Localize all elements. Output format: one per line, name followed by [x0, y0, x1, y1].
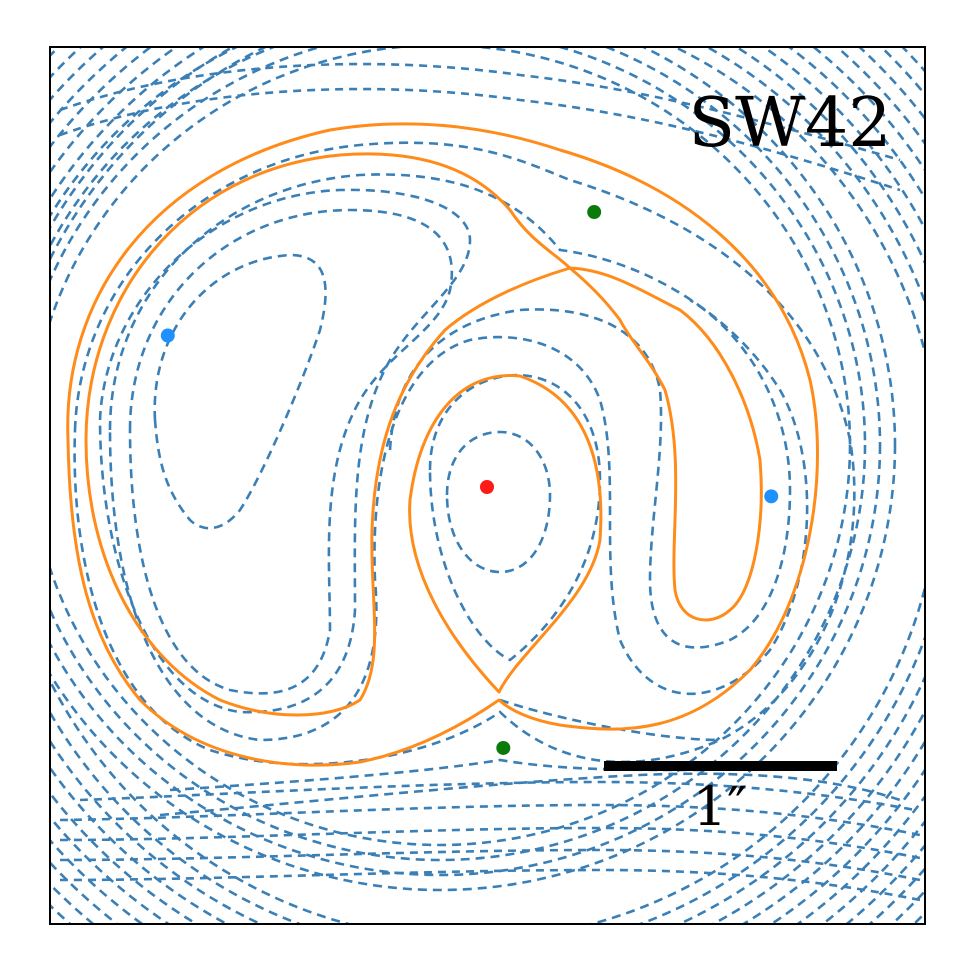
scale-bar-line	[604, 761, 837, 771]
minimum-left-point	[161, 329, 175, 343]
panel-label: SW42	[688, 84, 891, 163]
saddle-top-point	[587, 205, 601, 219]
minimum-right-point	[764, 489, 778, 503]
maximum-point	[480, 480, 494, 494]
saddle-bottom-point	[496, 741, 510, 755]
scale-bar-label: 1″	[693, 775, 748, 838]
